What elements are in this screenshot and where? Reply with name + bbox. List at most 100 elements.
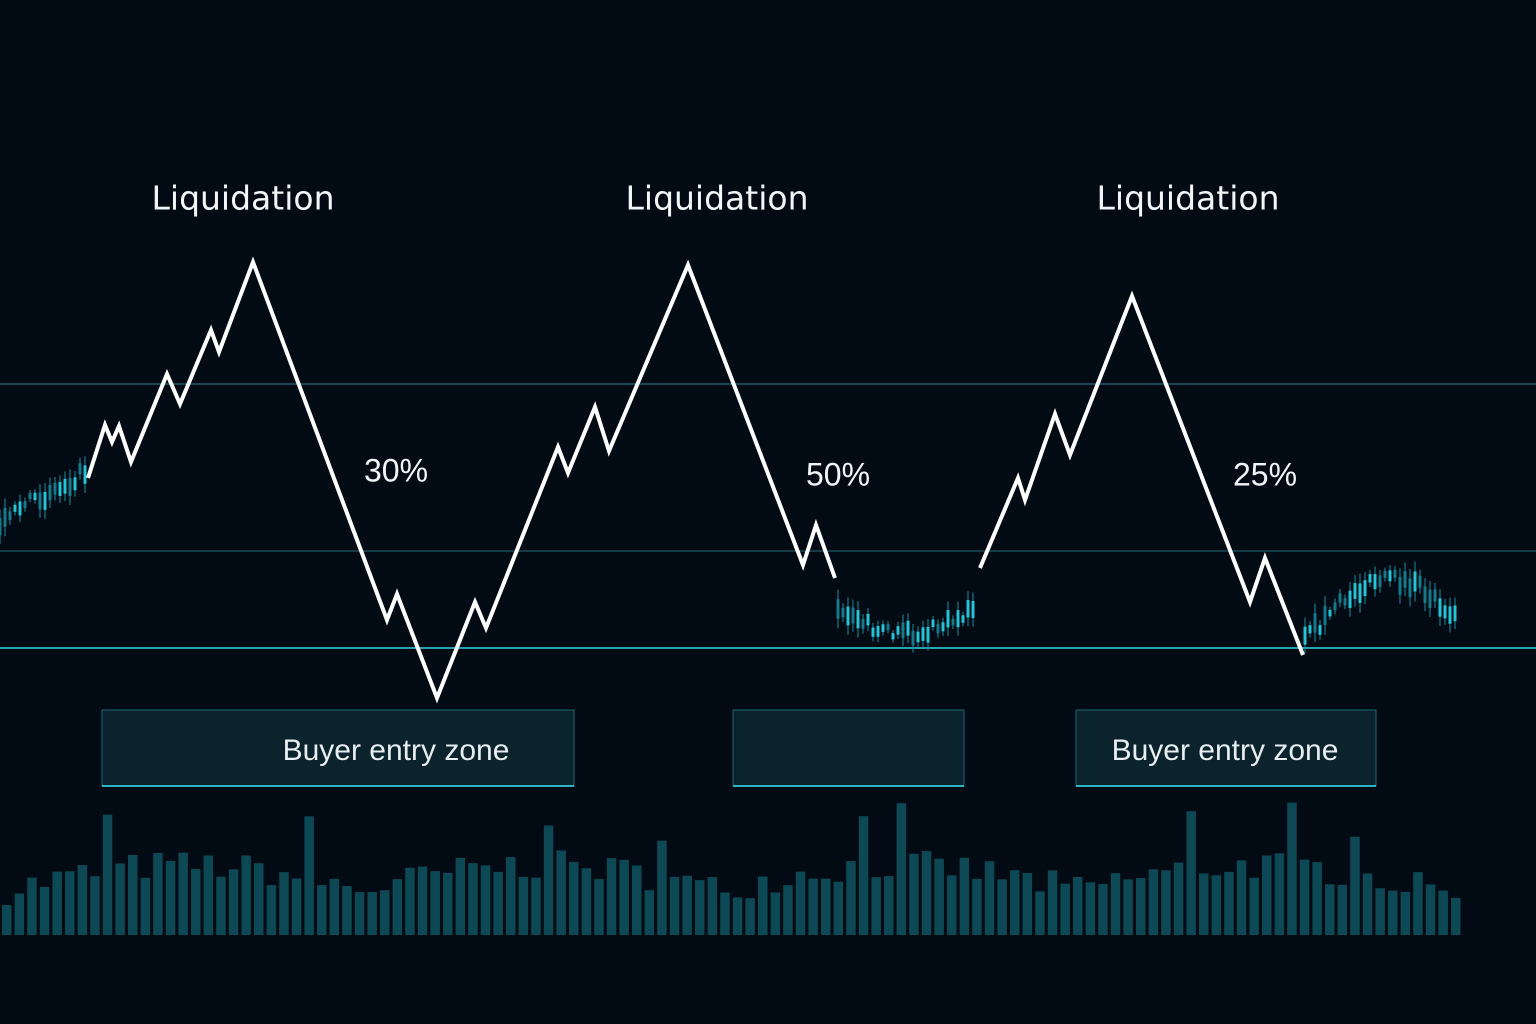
candle-body: [1423, 586, 1427, 603]
volume-bar: [228, 869, 239, 935]
volume-bar: [543, 825, 554, 935]
volume-bar: [430, 871, 440, 935]
volume-bar: [871, 877, 881, 935]
volume-bar: [1350, 836, 1360, 935]
volume-bar: [291, 878, 302, 935]
volume-bar: [606, 858, 617, 935]
peak-label: Liquidation: [152, 179, 335, 218]
volume-bar: [241, 855, 251, 935]
grid: [0, 383, 1536, 649]
volume-bar: [1262, 855, 1272, 935]
volume-bar: [115, 863, 125, 935]
volume-bar: [480, 865, 491, 935]
volume-bar: [783, 885, 793, 935]
candle-body: [1428, 589, 1432, 608]
candle-body: [1443, 605, 1447, 619]
volume-bar: [732, 897, 743, 935]
candle-body: [1358, 583, 1362, 603]
candle-body: [971, 601, 975, 619]
volume-bar: [468, 863, 478, 935]
volume-bar: [795, 871, 806, 935]
candle-body: [1433, 589, 1437, 602]
volume-bar: [65, 871, 75, 935]
volume-bar: [153, 853, 163, 935]
candle-body: [1393, 570, 1397, 578]
volume-bar: [695, 880, 705, 935]
candle-body: [966, 599, 970, 618]
zone-box: [732, 709, 965, 787]
candle-body: [73, 477, 77, 491]
volume-bar: [1123, 879, 1133, 935]
volume-bar: [1287, 802, 1297, 935]
volume-bar: [997, 879, 1007, 935]
volume-bar: [493, 871, 503, 935]
candle-body: [921, 627, 925, 641]
volume-bar: [669, 876, 680, 935]
volume-bar: [1010, 870, 1020, 935]
volume-bar: [417, 866, 428, 935]
candle-body: [8, 511, 12, 521]
volume-bar: [1173, 862, 1184, 935]
volume-bar: [1451, 897, 1461, 935]
volume-bar: [329, 878, 340, 935]
candle-body: [1303, 626, 1307, 645]
candle-body: [43, 491, 47, 510]
candle-body: [1318, 625, 1322, 635]
volume-bar: [1110, 873, 1121, 935]
volume-bar: [1148, 869, 1159, 935]
zone-box: [101, 709, 575, 787]
volume-bar: [770, 892, 781, 935]
candle-body: [1453, 605, 1457, 622]
drop-label: 25%: [1233, 456, 1297, 492]
volume-bar: [1337, 884, 1348, 935]
candle-body: [1398, 577, 1402, 595]
volume-bar: [884, 876, 894, 935]
candle-body: [58, 482, 62, 496]
candle-body: [68, 478, 72, 496]
volume-bar: [1136, 877, 1146, 935]
volume-bar: [934, 858, 944, 935]
candle-body: [1363, 580, 1367, 597]
volume-bar: [178, 852, 188, 935]
candle-body: [1338, 593, 1342, 603]
candle-body: [53, 482, 57, 495]
candle-body: [38, 492, 42, 510]
volume-bar: [77, 865, 88, 935]
candle-body: [906, 620, 910, 636]
candle-body: [1418, 575, 1422, 588]
volume-bar: [254, 863, 264, 935]
candle-body: [856, 610, 860, 629]
volume-bar: [1299, 859, 1310, 935]
volume-bar: [581, 868, 592, 935]
candle-body: [1353, 583, 1357, 599]
candle-body: [33, 492, 37, 501]
price-path: [86, 256, 1305, 704]
candle-body: [881, 624, 885, 632]
volume-bar: [972, 878, 982, 935]
volume-bar: [455, 857, 466, 935]
volume-bar: [984, 861, 995, 935]
volume-bar: [1211, 875, 1222, 935]
candle-body: [1383, 571, 1387, 578]
volume-bar: [1438, 890, 1448, 935]
volume-bar: [1047, 870, 1058, 935]
candle-body: [13, 504, 17, 512]
volume-bar: [644, 890, 655, 935]
volume-bar: [304, 816, 314, 935]
candle-body: [931, 619, 935, 627]
price-line: [978, 290, 1305, 656]
volume-bar: [1274, 853, 1285, 935]
volume-bar: [380, 890, 390, 935]
volume-bar: [896, 803, 907, 935]
volume-bar: [1085, 882, 1096, 935]
candle-body: [3, 507, 7, 527]
candle-body: [891, 633, 895, 640]
volume-bar: [443, 872, 453, 935]
volume-bar: [165, 860, 176, 935]
volume-bar: [102, 814, 113, 935]
candle-body: [1323, 605, 1327, 626]
volume-bar: [52, 871, 62, 935]
candle-body: [1403, 570, 1407, 588]
